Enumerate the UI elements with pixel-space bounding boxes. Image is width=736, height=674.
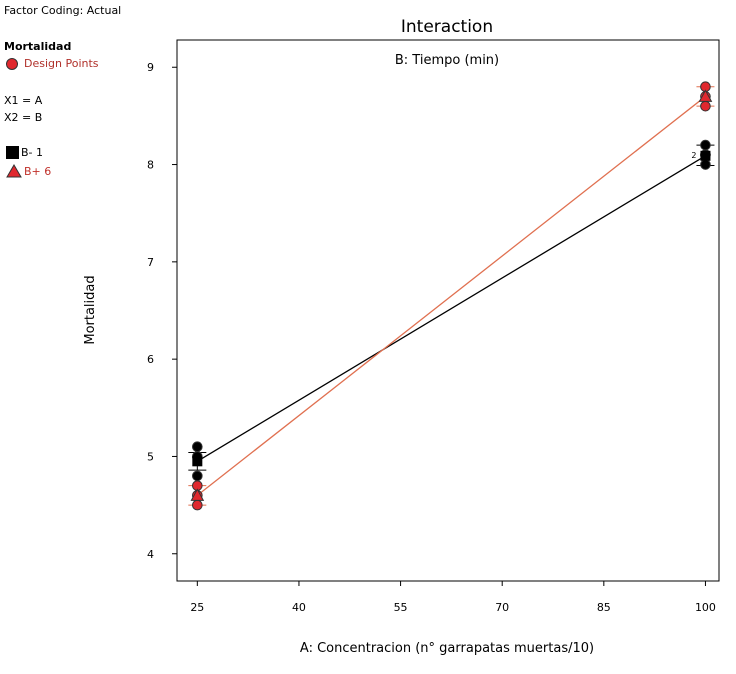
x-tick-label: 40 <box>292 601 306 614</box>
triangle-marker-icon <box>6 164 22 178</box>
y-tick-label: 6 <box>147 353 154 366</box>
x1-label: X1 = A <box>4 94 43 107</box>
mean-marker-b-high <box>698 89 713 102</box>
x2-label: X2 = B <box>4 111 43 124</box>
x-tick-label: 55 <box>394 601 408 614</box>
chart-title: Interaction <box>401 17 493 37</box>
series-line-b-low <box>196 155 706 462</box>
design-point-b-low <box>700 139 711 151</box>
legend-item-b-high: B+ 6 <box>6 164 51 178</box>
legend-label-b-high: B+ 6 <box>24 164 52 178</box>
design-points-legend: Design Points <box>6 57 99 70</box>
y-axis-label: Mortalidad <box>83 275 98 344</box>
design-point-b-high <box>192 499 203 511</box>
design-point-b-low <box>192 470 203 482</box>
x-tick-label: 25 <box>190 601 204 614</box>
series-line-b-high <box>196 95 706 496</box>
design-point-marker-icon <box>6 57 18 70</box>
y-tick-label: 8 <box>147 159 154 172</box>
x-axis-label: A: Concentracion (n° garrapatas muertas/… <box>300 641 594 656</box>
mean-marker-b-low <box>700 150 711 161</box>
x-tick-label: 100 <box>695 601 716 614</box>
x-tick-label: 70 <box>495 601 509 614</box>
square-marker-icon <box>6 146 19 159</box>
point-count-label: 2 <box>691 151 696 160</box>
legend-label-b-low: B- 1 <box>21 146 44 159</box>
mean-marker-b-high <box>190 488 205 501</box>
plot-area <box>176 39 720 582</box>
chart-subtitle: B: Tiempo (min) <box>395 53 499 68</box>
design-point-b-low <box>700 159 711 170</box>
factor-coding-label: Factor Coding: Actual <box>4 4 122 17</box>
design-point-b-high <box>700 100 711 112</box>
x-tick-label: 85 <box>597 601 611 614</box>
y-tick-label: 9 <box>147 61 154 74</box>
mean-marker-b-low <box>192 456 203 467</box>
y-tick-label: 4 <box>147 548 154 561</box>
response-title: Mortalidad <box>4 40 72 53</box>
design-point-b-low <box>192 441 203 453</box>
design-points-label: Design Points <box>24 57 99 70</box>
legend-item-b-low: B- 1 <box>6 146 43 159</box>
y-tick-label: 5 <box>147 450 154 463</box>
y-tick-label: 7 <box>147 256 154 269</box>
